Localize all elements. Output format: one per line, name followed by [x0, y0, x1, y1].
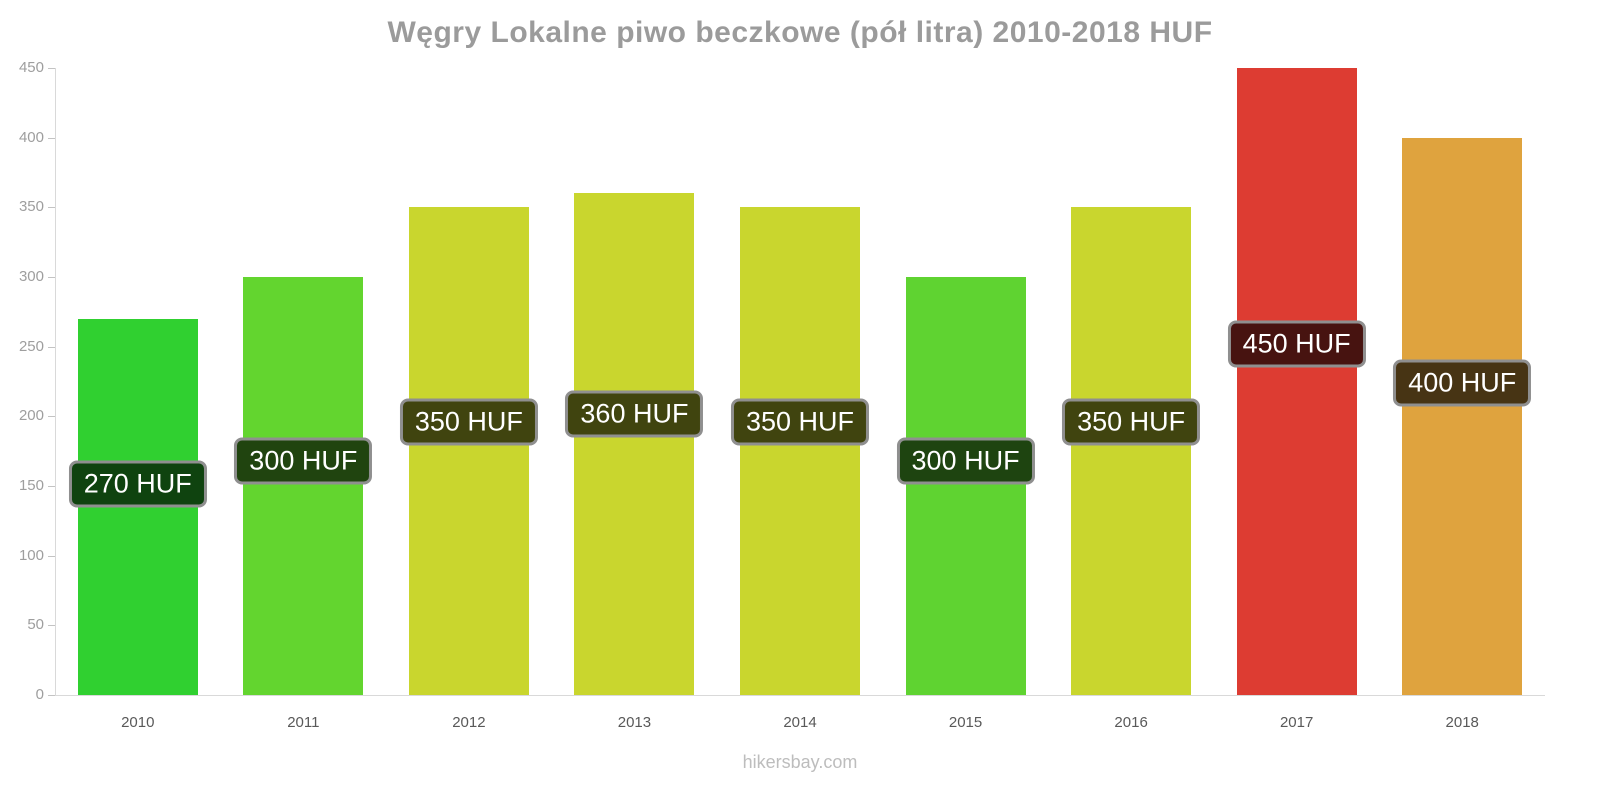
footer-watermark: hikersbay.com [742, 752, 858, 772]
bar-value-label: 270 HUF [68, 460, 207, 508]
x-axis-line [55, 695, 1545, 696]
bar-2017 [1236, 68, 1357, 695]
bar-value-label: 350 HUF [1062, 398, 1201, 446]
chart-title: Węgry Lokalne piwo beczkowe (pół litra) … [387, 16, 1213, 49]
y-tick-label: 50 [27, 616, 44, 634]
y-tick-mark [48, 625, 55, 627]
x-tick-label: 2013 [617, 714, 652, 731]
y-tick-label: 250 [18, 337, 44, 355]
bar-value-label: 350 HUF [730, 398, 870, 446]
y-tick-label: 0 [35, 686, 44, 703]
y-tick-label: 150 [18, 477, 44, 494]
y-tick-mark [48, 695, 55, 696]
x-tick-label: 2015 [948, 714, 983, 731]
bar-2018 [1402, 137, 1523, 695]
y-tick-label: 100 [18, 546, 44, 564]
y-tick-label: 350 [18, 198, 44, 216]
bar-2012 [408, 207, 529, 695]
x-tick-label: 2017 [1279, 714, 1314, 731]
y-tick-label: 450 [18, 59, 44, 76]
bar-2013 [574, 193, 695, 695]
y-tick-mark [48, 555, 55, 557]
bar-value-label: 400 HUF [1393, 359, 1532, 407]
x-tick-label: 2018 [1445, 714, 1479, 731]
bar-value-label: 360 HUF [565, 390, 704, 438]
bar-2011 [243, 277, 364, 695]
y-tick-label: 200 [18, 407, 44, 425]
y-tick-label: 400 [18, 128, 44, 146]
bar-2015 [905, 277, 1026, 695]
x-tick-label: 2011 [287, 714, 320, 731]
x-tick-label: 2012 [452, 714, 486, 731]
y-tick-mark [48, 207, 55, 209]
y-axis-line [55, 68, 56, 695]
bar-2016 [1071, 207, 1192, 695]
x-tick-label: 2014 [783, 714, 817, 731]
y-tick-label: 300 [18, 268, 44, 285]
y-tick-mark [48, 137, 55, 139]
bar-value-label: 350 HUF [399, 398, 538, 446]
bar-value-label: 300 HUF [234, 437, 373, 485]
x-tick-label: 2016 [1114, 714, 1148, 731]
y-tick-mark [48, 416, 55, 418]
y-tick-mark [48, 486, 55, 487]
bar-value-label: 300 HUF [896, 437, 1035, 485]
y-tick-mark [48, 68, 55, 69]
bar-value-label: 450 HUF [1227, 320, 1366, 368]
bar-2014 [740, 207, 860, 695]
x-tick-label: 2010 [121, 714, 155, 731]
y-tick-mark [48, 277, 55, 278]
y-tick-mark [48, 346, 55, 348]
